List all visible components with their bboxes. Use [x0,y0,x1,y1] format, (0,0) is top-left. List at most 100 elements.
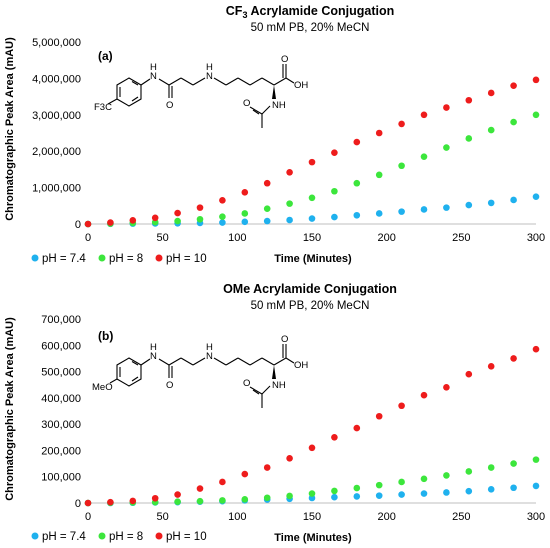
y-ticks: 0 100,000 200,000 300,000 400,000 500,000 600,… [41,314,81,510]
data-point [465,201,473,209]
legend-marker-ph-8 [98,254,106,262]
legend-label: pH = 7.4 [42,253,86,265]
x-tick-label: 50 [157,232,169,244]
data-point [420,153,428,160]
panel-label: (a) [98,49,113,63]
data-point [487,199,495,207]
x-tick-label: 200 [377,511,395,523]
data-point [443,104,450,111]
data-point [375,171,383,179]
data-point [263,179,271,187]
data-point [286,169,293,176]
data-point [286,492,293,500]
data-point [420,206,428,213]
data-point [308,194,316,202]
data-point [487,464,495,471]
data-point [420,111,428,119]
x-tick-label: 250 [452,232,470,244]
substituent-label: MeO [92,382,113,393]
data-point [465,135,473,142]
data-point [465,468,473,475]
y-tick-label: 0 [75,219,81,231]
acid-o-label: O [281,54,288,65]
y-tick-label: 400,000 [41,393,81,405]
data-point [510,484,517,492]
data-point [532,456,540,463]
amide-h-label: H [150,62,157,73]
chart-title: CF3 Acrylamide Conjugation [226,4,394,20]
series [84,345,540,507]
data-point [532,111,540,119]
y-axis-label: Chromatographic Peak Area (mAU) [4,317,16,501]
y-tick-label: 3,000,000 [32,110,81,122]
data-point [398,402,405,410]
data-point [196,215,204,223]
data-point [174,498,181,505]
data-point [331,487,338,495]
data-point [196,485,204,492]
data-point [219,197,226,204]
data-point [487,363,495,370]
x-ticks: 0 50 100 150 200 250 300 [85,232,545,244]
data-point [331,187,338,195]
data-point [129,217,137,224]
x-tick-label: 300 [527,511,545,523]
data-point [263,494,271,502]
amide-h-label: H [150,342,157,353]
data-point [174,491,181,498]
panel-label: (b) [98,329,113,343]
data-point [174,209,181,217]
data-point [331,493,338,501]
data-point [375,492,383,499]
data-point [308,490,316,497]
y-tick-label: 0 [75,498,81,510]
data-point [353,484,361,492]
data-point [398,478,405,486]
data-point [398,162,405,170]
y-tick-label: 700,000 [41,314,81,326]
data-point [174,217,181,225]
chart-subtitle: 50 mM PB, 20% MeCN [251,22,370,34]
y-tick-label: 4,000,000 [32,73,81,85]
data-point [241,496,249,503]
x-tick-label: 0 [85,511,91,523]
amine-n-label: N [206,351,213,362]
data-points [84,76,540,228]
y-tick-label: 300,000 [41,419,81,431]
data-point [286,216,293,224]
acid-oh-label: OH [294,80,308,91]
y-tick-label: 500,000 [41,367,81,379]
data-point [420,391,428,399]
data-point [308,444,316,452]
data-point [465,487,473,495]
chart-ome: OMe Acrylamide Conjugation 50 mM PB, 20%… [4,282,545,544]
x-tick-label: 150 [303,511,321,523]
y-tick-label: 100,000 [41,472,81,484]
x-tick-label: 100 [228,232,246,244]
amine-h-label: H [206,342,213,353]
legend-marker-ph-7-4 [31,254,39,262]
data-point [129,497,137,505]
chart-cf3: CF3 Acrylamide Conjugation 50 mM PB, 20%… [4,4,545,265]
data-point [219,497,226,504]
data-point [331,213,338,221]
y-axis-label: Chromatographic Peak Area (mAU) [4,37,16,221]
x-tick-label: 0 [85,232,91,244]
data-point [398,491,405,498]
data-point [196,204,204,211]
amine-n-label: N [206,71,213,82]
legend-label: pH = 10 [166,253,207,265]
legend-label: pH = 8 [109,531,143,543]
x-ticks: 0 50 100 150 200 250 300 [85,511,545,523]
data-point [353,179,361,187]
chart-subtitle: 50 mM PB, 20% MeCN [251,300,370,312]
data-point [353,138,361,146]
y-tick-label: 5,000,000 [32,37,81,49]
data-point [465,370,473,378]
x-axis-label: Time (Minutes) [274,532,352,544]
data-point [420,490,428,497]
data-point [510,460,517,467]
legend-marker-ph-10 [155,254,163,262]
series [84,76,540,228]
